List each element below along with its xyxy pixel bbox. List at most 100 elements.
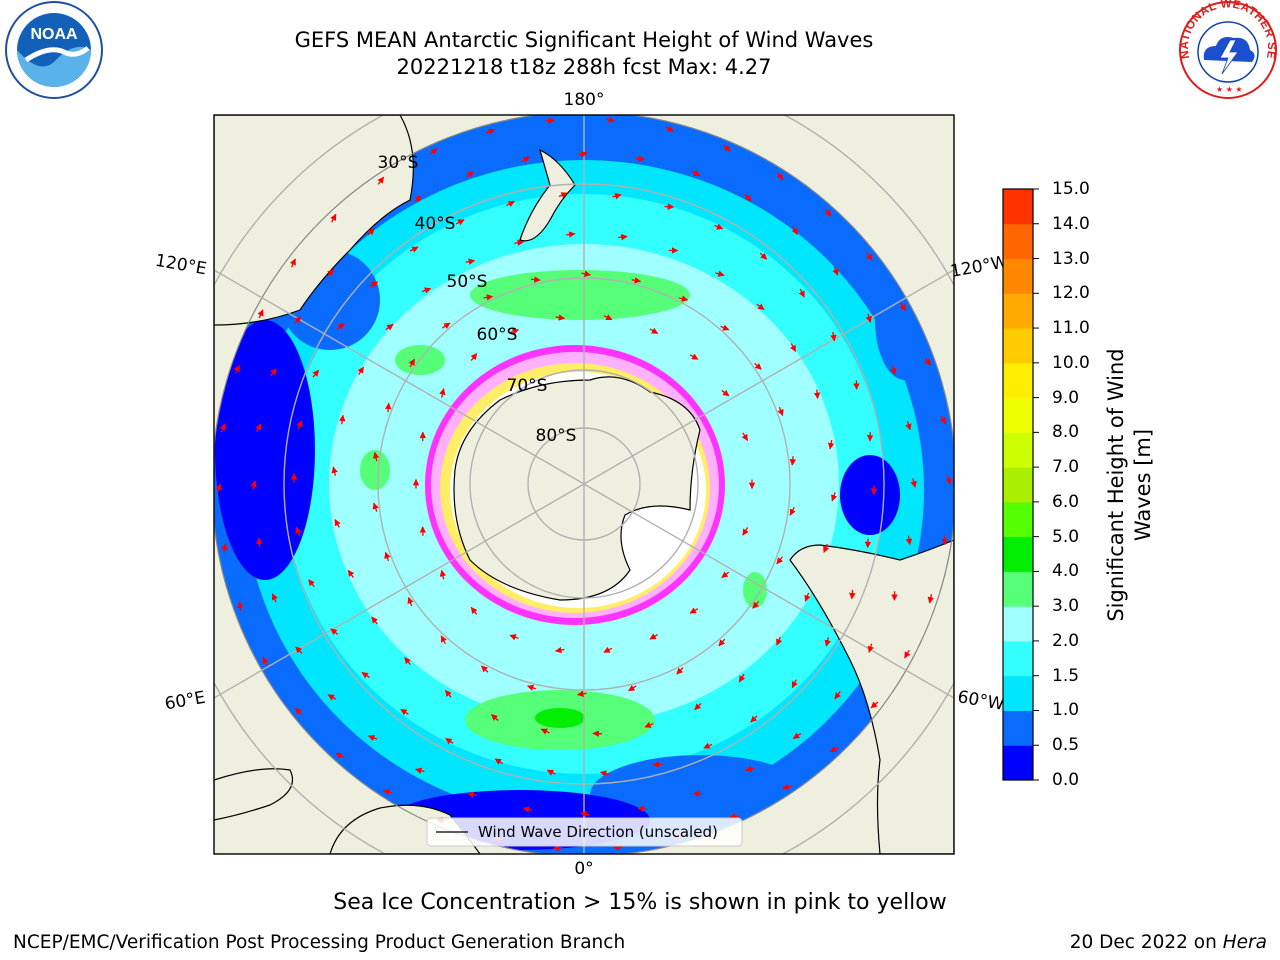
wave-arrow <box>330 628 339 635</box>
map-legend: Wind Wave Direction (unscaled) <box>426 817 743 847</box>
wave-arrow <box>312 369 320 378</box>
wave-arrow <box>506 200 515 208</box>
colorbar-tick-label: 13.0 <box>1052 248 1090 269</box>
label-60e: 60°E <box>163 688 207 715</box>
wave-arrow <box>754 362 762 370</box>
wave-arrow <box>296 420 303 430</box>
wave-arrow <box>334 519 341 528</box>
map-frame <box>213 114 955 855</box>
wave-arrow <box>823 543 830 554</box>
colorbar-tick-label: 8.0 <box>1052 422 1080 443</box>
label-40s: 40°S <box>415 214 456 234</box>
legend-label: Wind Wave Direction (unscaled) <box>478 823 718 841</box>
wave-arrow <box>605 116 616 123</box>
wave-arrow <box>552 844 563 852</box>
colorbar-segment <box>1003 745 1033 781</box>
wave-arrow <box>777 406 784 417</box>
label-30s: 30°S <box>378 153 419 173</box>
wave-arrow <box>256 537 263 548</box>
wave-arrow <box>723 144 731 152</box>
wave-arrow <box>400 708 409 716</box>
wave-arrow <box>540 728 550 735</box>
wave-arrow <box>580 811 590 818</box>
colorbar-tick-label: 7.0 <box>1052 457 1080 478</box>
wave-arrow <box>371 616 378 625</box>
wave-arrow <box>745 765 755 772</box>
wave-arrow <box>357 366 364 376</box>
credit-text: NCEP/EMC/Verification Post Processing Pr… <box>13 932 626 953</box>
wave-arrow <box>531 276 541 283</box>
colorbar-segment <box>1003 432 1033 468</box>
wave-arrow <box>509 634 519 641</box>
wave-arrow <box>703 742 713 749</box>
wave-arrow <box>870 701 879 709</box>
wave-arrow <box>408 358 416 368</box>
wave-arrow <box>372 502 379 512</box>
wave-arrow <box>467 791 477 798</box>
wave-arrow <box>721 571 730 579</box>
wave-arrow <box>409 246 419 253</box>
wave-arrow <box>384 402 392 413</box>
wave-arrow <box>849 589 856 600</box>
label-50s: 50°S <box>447 272 488 292</box>
wave-arrow <box>407 596 414 607</box>
wave-arrow <box>331 466 338 476</box>
colorbar-tick-label: 1.0 <box>1052 700 1080 721</box>
wave-arrow <box>483 294 494 301</box>
wave-arrow <box>414 195 422 203</box>
wave-arrow <box>257 309 264 319</box>
wave-arrow <box>927 594 935 604</box>
wave-arrow <box>798 288 805 298</box>
wave-arrow <box>676 667 684 675</box>
wave-arrow <box>945 475 952 485</box>
wave-arrow <box>612 192 622 200</box>
wave-arrow <box>377 176 385 185</box>
wave-arrow <box>603 646 613 653</box>
wave-arrow <box>271 593 278 603</box>
wave-arrow <box>635 155 646 162</box>
wave-arrow <box>715 270 725 277</box>
wave-arrow <box>714 223 724 230</box>
nws-logo: NATIONAL WEATHER SERVICE ★ ★ ★ <box>1176 0 1277 99</box>
wave-arrow <box>486 128 496 135</box>
wave-arrow <box>813 389 821 400</box>
wave-arrow <box>546 769 556 776</box>
colorbar-tick-label: 0.0 <box>1052 770 1080 790</box>
wave-arrow <box>867 643 874 653</box>
wave-arrow <box>689 607 699 614</box>
wave-arrow <box>369 281 379 288</box>
label-120w: 120°W <box>949 252 1010 282</box>
label-120e: 120°E <box>154 251 208 280</box>
wave-arrow <box>792 732 802 740</box>
wave-arrow <box>509 328 520 335</box>
wave-arrow <box>831 492 838 502</box>
africa-land <box>214 768 294 821</box>
wave-arrow <box>526 684 537 691</box>
wave-arrow <box>729 813 739 820</box>
wave-arrow <box>219 423 226 433</box>
wave-arrow <box>578 151 588 158</box>
wave-arrow <box>744 193 752 202</box>
wave-arrow <box>347 569 355 579</box>
wave-arrow <box>404 657 411 666</box>
wave-arrow <box>289 258 296 268</box>
wave-arrow <box>514 239 524 247</box>
wave-arrow <box>834 691 841 700</box>
wave-arrow <box>326 269 335 277</box>
wave-arrow <box>721 389 730 397</box>
ocean-wave-field <box>214 115 954 854</box>
wave-arrow <box>385 323 394 331</box>
wave-arrow <box>631 277 642 284</box>
wave-arrow <box>824 637 831 647</box>
colorbar-tick-label: 2.0 <box>1052 630 1080 651</box>
wave-arrow <box>742 527 749 536</box>
wave-arrow <box>720 324 730 331</box>
wave-arrow <box>830 331 837 342</box>
wave-arrow <box>750 715 758 723</box>
noaa-logo: NOAA <box>5 1 103 99</box>
label-60s: 60°S <box>477 325 518 345</box>
wave-arrow <box>789 343 797 353</box>
wave-arrow <box>581 270 591 277</box>
colorbar-segment <box>1003 362 1033 399</box>
wave-arrow <box>481 665 489 673</box>
